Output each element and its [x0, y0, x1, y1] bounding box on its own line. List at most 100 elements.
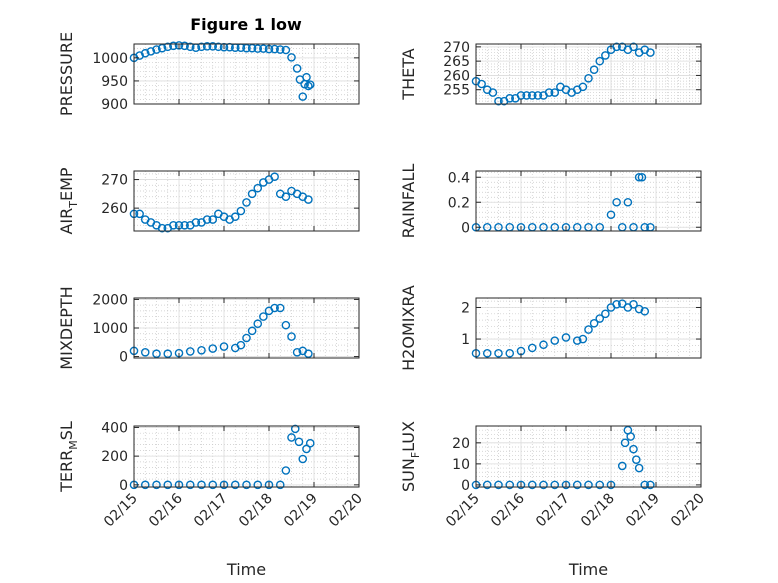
axes-box — [475, 425, 702, 488]
data-point — [595, 56, 605, 66]
axes-box — [475, 170, 702, 232]
data-point — [219, 342, 229, 351]
data-point — [292, 64, 302, 73]
data-point — [632, 455, 641, 464]
data-point — [505, 348, 515, 358]
data-point — [287, 433, 296, 442]
y-axis-label: RAINFALL — [399, 164, 418, 239]
data-point — [259, 312, 268, 321]
data-point — [157, 43, 167, 53]
data-point — [482, 348, 492, 358]
y-tick-label: 1000 — [92, 321, 128, 337]
data-point — [152, 349, 161, 359]
data-point — [634, 463, 644, 473]
data-point — [197, 345, 206, 355]
y-axis-label: THETA — [399, 48, 418, 100]
y-tick-label: 900 — [101, 97, 128, 113]
data-point — [163, 349, 173, 359]
data-point — [208, 480, 218, 490]
y-axis-label: SUNFLUX — [399, 421, 422, 492]
y-tick-label: 0 — [461, 478, 470, 494]
data-point — [264, 480, 274, 490]
data-point — [305, 80, 315, 89]
data-point — [185, 42, 195, 52]
data-series — [129, 172, 313, 233]
data-point — [550, 88, 560, 97]
data-point — [270, 303, 279, 313]
data-point — [629, 42, 638, 52]
data-point — [640, 480, 650, 490]
data-point — [533, 91, 543, 100]
data-point — [242, 333, 251, 343]
data-point — [646, 48, 655, 57]
data-point — [589, 318, 599, 328]
data-point — [494, 480, 503, 490]
data-point — [637, 172, 647, 182]
data-point — [601, 51, 610, 60]
data-series — [471, 299, 650, 358]
data-point — [281, 45, 291, 55]
data-point — [494, 348, 503, 358]
data-point — [623, 197, 633, 207]
data-point — [208, 344, 218, 353]
subplot-h2omixra: 1 2 H2OMIXRA — [399, 285, 702, 371]
data-point — [214, 42, 223, 52]
data-point — [561, 480, 571, 490]
y-axis-label: H2OMIXRA — [399, 285, 418, 371]
data-point — [584, 325, 593, 334]
data-point — [197, 480, 206, 490]
data-point — [477, 79, 486, 89]
data-point — [247, 326, 257, 336]
data-point — [620, 438, 630, 448]
data-point — [527, 343, 537, 353]
y-tick-label: 200 — [101, 449, 128, 465]
y-tick-label: 20 — [452, 436, 470, 452]
data-point — [146, 47, 156, 56]
figure-title: Figure 1 low — [190, 15, 302, 34]
axes-box — [133, 43, 360, 105]
data-point — [305, 438, 315, 448]
data-point — [253, 183, 263, 193]
data-point — [185, 480, 195, 490]
data-point — [304, 195, 313, 204]
y-tick-label: 0.2 — [448, 195, 470, 211]
data-point — [527, 480, 537, 490]
data-point — [202, 42, 212, 51]
data-point — [522, 91, 531, 100]
y-tick-label: 0.4 — [448, 170, 470, 186]
data-point — [302, 72, 311, 82]
y-tick-label: 400 — [101, 420, 128, 436]
data-point — [230, 480, 240, 490]
data-point — [208, 215, 218, 224]
axes-box — [133, 170, 360, 232]
data-point — [634, 172, 644, 182]
data-point — [219, 480, 229, 490]
y-tick-label: 270 — [101, 173, 128, 189]
data-point — [290, 424, 300, 434]
data-point — [629, 444, 638, 454]
data-point — [629, 300, 638, 309]
y-tick-label: 0 — [119, 350, 128, 366]
y-tick-label: 0 — [461, 220, 470, 236]
data-point — [236, 206, 246, 216]
data-point — [302, 444, 311, 454]
y-tick-label: 2 — [461, 300, 470, 316]
data-point — [152, 480, 161, 490]
data-point — [275, 480, 285, 490]
data-point — [595, 314, 605, 323]
data-point — [253, 319, 263, 329]
data-point — [157, 223, 167, 233]
y-axis-label: MIXDEPTH — [57, 286, 76, 369]
data-point — [550, 480, 560, 490]
data-point — [253, 44, 263, 53]
data-point — [152, 45, 161, 54]
data-point — [539, 340, 548, 350]
data-point — [202, 215, 212, 224]
data-point — [135, 51, 144, 60]
data-point — [294, 437, 304, 447]
x-axis-label: Time — [226, 560, 266, 579]
data-series — [129, 41, 315, 101]
data-point — [275, 45, 285, 54]
